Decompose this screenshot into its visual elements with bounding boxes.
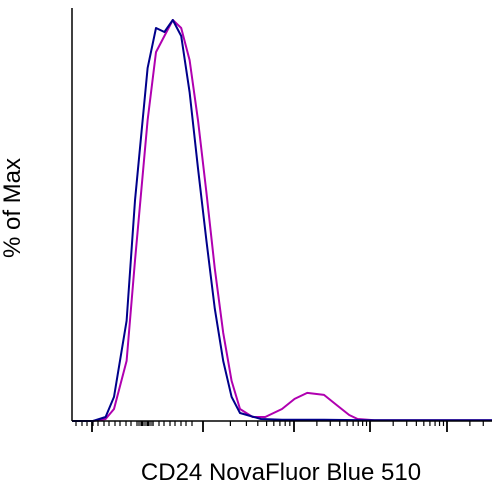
histogram-series-line-1 <box>72 19 492 422</box>
histogram-series-line-2 <box>72 19 492 422</box>
y-axis-title: % of Max <box>0 158 26 258</box>
series-lines <box>72 19 492 422</box>
x-axis-title: CD24 NovaFluor Blue 510 <box>141 459 421 483</box>
x-axis-ticks <box>75 421 484 432</box>
